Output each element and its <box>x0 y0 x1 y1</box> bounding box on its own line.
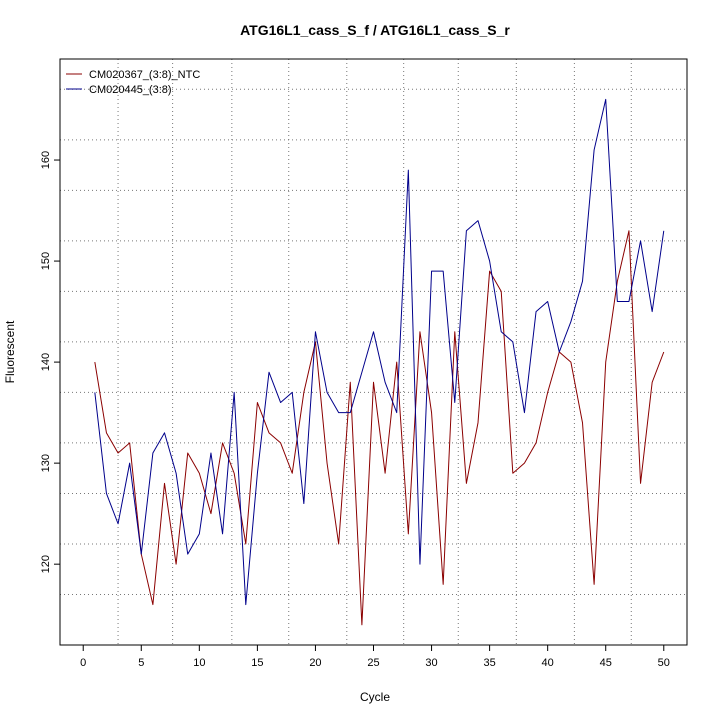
y-tick-label-140: 140 <box>40 353 52 371</box>
legend-label-1: CM020445_(3:8) <box>89 84 172 96</box>
x-tick-label-0: 0 <box>80 657 86 669</box>
legend-label-0: CM020367_(3:8)_NTC <box>89 69 200 81</box>
x-tick-label-40: 40 <box>542 657 554 669</box>
x-tick-label-5: 5 <box>138 657 144 669</box>
series-layer <box>94 98 665 626</box>
legend: CM020367_(3:8)_NTC CM020445_(3:8) <box>66 69 200 96</box>
y-tick-label-150: 150 <box>40 252 52 270</box>
chart-title: ATG16L1_cass_S_f / ATG16L1_cass_S_r <box>240 22 510 38</box>
y-axis: 120 130 140 150 160 <box>40 151 60 573</box>
x-tick-label-45: 45 <box>600 657 612 669</box>
x-tick-label-10: 10 <box>193 657 205 669</box>
y-tick-label-120: 120 <box>40 555 52 573</box>
grid-lines <box>60 59 687 645</box>
x-tick-label-15: 15 <box>251 657 263 669</box>
x-tick-label-25: 25 <box>367 657 379 669</box>
x-axis: 0 5 10 15 20 25 30 35 40 45 50 <box>80 645 670 669</box>
y-tick-label-160: 160 <box>40 151 52 169</box>
y-tick-label-130: 130 <box>40 454 52 472</box>
x-axis-label: Cycle <box>360 690 390 704</box>
y-axis-label: Fluorescent <box>3 320 17 383</box>
x-tick-label-20: 20 <box>309 657 321 669</box>
series-line-1 <box>94 98 665 606</box>
x-tick-label-30: 30 <box>425 657 437 669</box>
x-tick-label-50: 50 <box>658 657 670 669</box>
series-line-0 <box>94 230 665 626</box>
x-tick-label-35: 35 <box>483 657 495 669</box>
